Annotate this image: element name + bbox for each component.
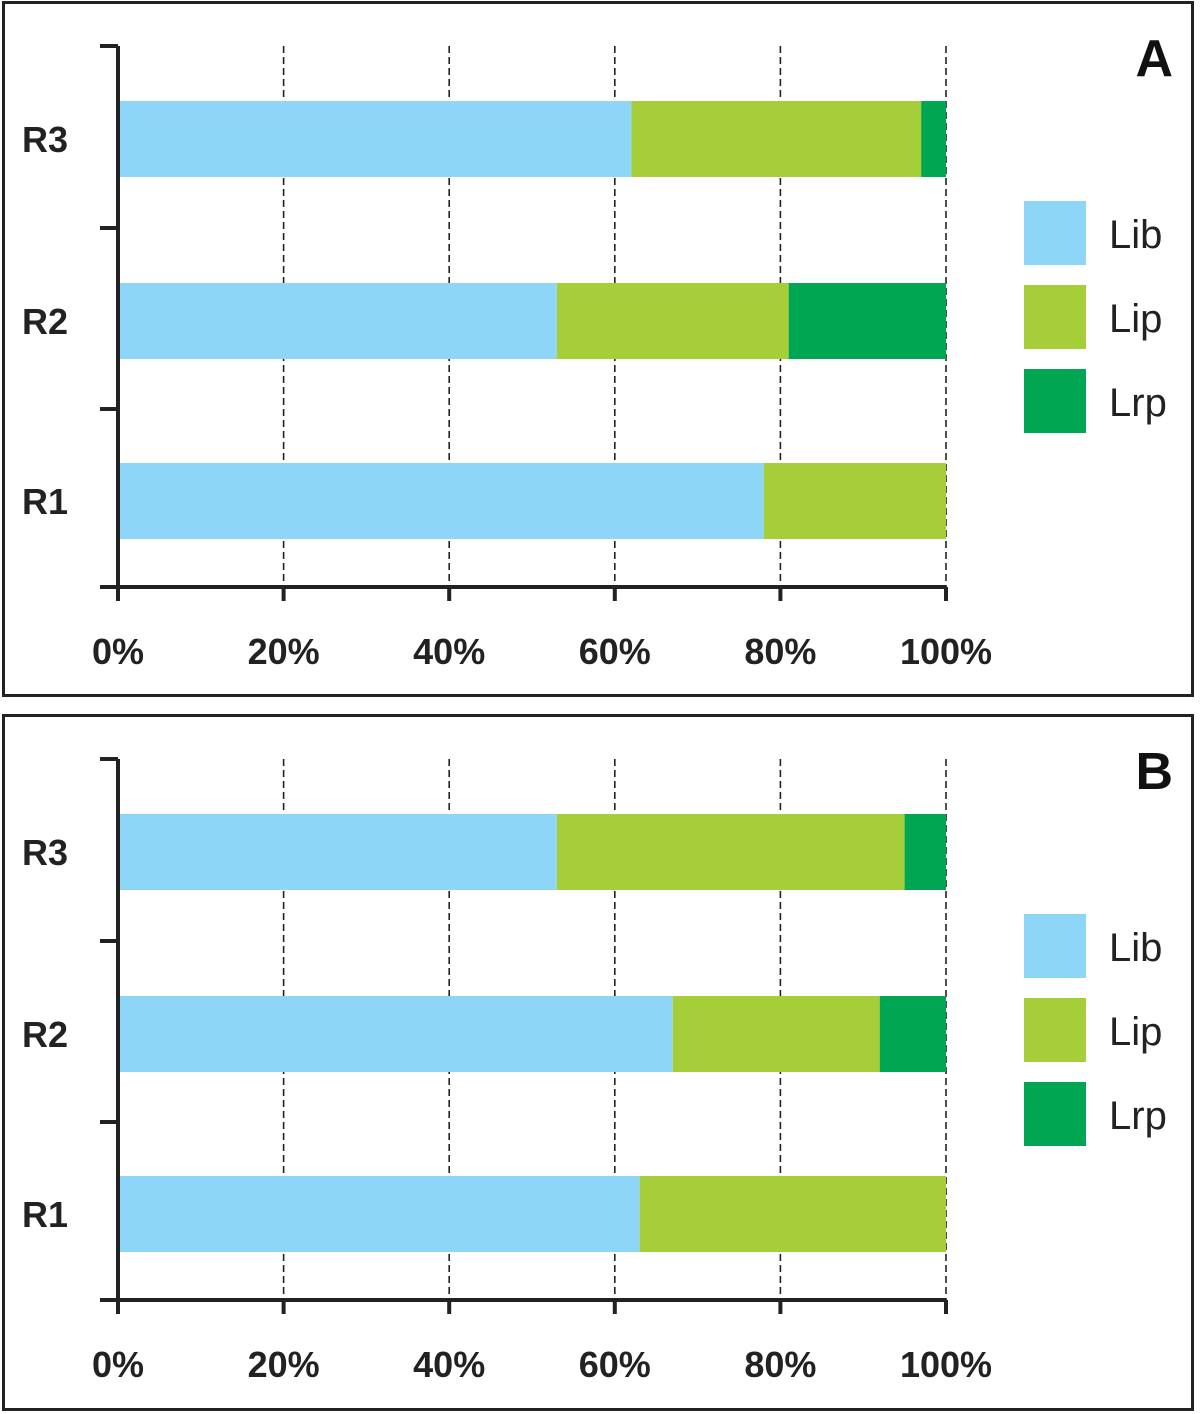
legend-swatch-a-lrp	[1024, 369, 1086, 433]
chart-panel-b: 0% 20% 40% 60% 80% 100% R1 R2 R3 Lib Lip Lrp B	[2, 714, 1194, 1411]
bar-b-r1-lib	[118, 1176, 640, 1252]
bar-b-r3-lib	[118, 814, 557, 890]
bar-b-r2-lip	[672, 996, 880, 1072]
bar-a-r1-lib	[118, 463, 764, 539]
legend-label-a-lrp: Lrp	[1109, 381, 1167, 425]
chart-panel-a: 0% 20% 40% 60% 80% 100% R1 R2 R3 Lib Lip Lrp A	[2, 1, 1194, 697]
x-tick-label-b-5: 100%	[900, 1344, 992, 1385]
x-tick-label-a-4: 80%	[744, 631, 816, 672]
category-label-a-r3: R3	[22, 119, 68, 160]
category-label-a-r1: R1	[22, 481, 68, 522]
legend-label-a-lip: Lip	[1109, 297, 1162, 341]
x-tick-label-a-5: 100%	[900, 631, 992, 672]
bar-a-r3-lib	[118, 101, 632, 177]
x-tick-label-a-2: 40%	[413, 631, 485, 672]
bar-a-r2-lrp	[788, 283, 946, 359]
chart-b-svg: 0% 20% 40% 60% 80% 100% R1 R2 R3 Lib Lip Lrp B	[22, 743, 1173, 1385]
x-tick-label-b-4: 80%	[744, 1344, 816, 1385]
legend-swatch-b-lib	[1024, 914, 1086, 978]
bar-a-r3-lrp	[921, 101, 946, 177]
category-label-b-r3: R3	[22, 832, 68, 873]
x-tick-label-a-1: 20%	[248, 631, 320, 672]
bar-b-r2-lib	[118, 996, 673, 1072]
x-tick-label-b-3: 60%	[579, 1344, 651, 1385]
legend-label-b-lib: Lib	[1109, 926, 1162, 970]
category-label-b-r2: R2	[22, 1014, 68, 1055]
legend-label-a-lib: Lib	[1109, 213, 1162, 257]
panel-label-b: B	[1135, 743, 1173, 801]
chart-a-svg: 0% 20% 40% 60% 80% 100% R1 R2 R3 Lib Lip Lrp A	[22, 30, 1173, 672]
category-label-b-r1: R1	[22, 1194, 68, 1235]
legend-swatch-a-lip	[1024, 285, 1086, 349]
legend-swatch-b-lrp	[1024, 1082, 1086, 1146]
legend-label-b-lrp: Lrp	[1109, 1094, 1167, 1138]
bar-a-r2-lip	[556, 283, 789, 359]
legend-swatch-b-lip	[1024, 998, 1086, 1062]
x-tick-label-a-0: 0%	[92, 631, 144, 672]
bar-b-r2-lrp	[879, 996, 946, 1072]
legend-label-b-lip: Lip	[1109, 1010, 1162, 1054]
bar-a-r3-lip	[631, 101, 922, 177]
panel-label-a: A	[1135, 30, 1173, 88]
bar-a-r1-lip	[763, 463, 946, 539]
bar-a-r2-lib	[118, 283, 557, 359]
x-tick-label-b-2: 40%	[413, 1344, 485, 1385]
legend-swatch-a-lib	[1024, 201, 1086, 265]
bar-b-r1-lip	[639, 1176, 946, 1252]
bar-b-r3-lrp	[904, 814, 946, 890]
x-tick-label-b-0: 0%	[92, 1344, 144, 1385]
x-tick-label-b-1: 20%	[248, 1344, 320, 1385]
x-tick-label-a-3: 60%	[579, 631, 651, 672]
category-label-a-r2: R2	[22, 301, 68, 342]
bar-b-r3-lip	[556, 814, 905, 890]
